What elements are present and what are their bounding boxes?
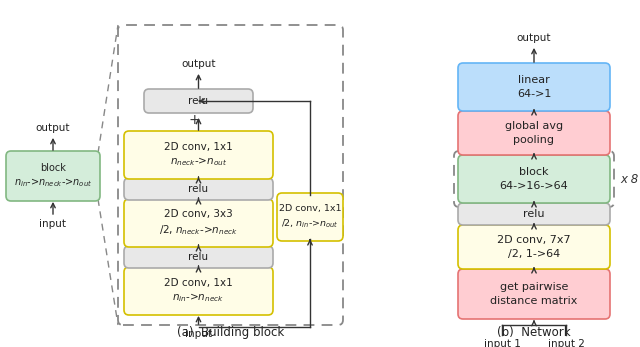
- Text: relu: relu: [188, 184, 209, 194]
- FancyBboxPatch shape: [124, 199, 273, 247]
- Text: output: output: [181, 59, 216, 69]
- Text: get pairwise
distance matrix: get pairwise distance matrix: [490, 282, 578, 306]
- Text: input 2: input 2: [548, 339, 584, 347]
- Text: 2D conv, 1x1
$n_{neck}$->$n_{out}$: 2D conv, 1x1 $n_{neck}$->$n_{out}$: [164, 142, 233, 168]
- FancyBboxPatch shape: [458, 111, 610, 155]
- Text: (a)  Building block: (a) Building block: [177, 326, 284, 339]
- Text: linear
64->1: linear 64->1: [517, 75, 551, 99]
- FancyBboxPatch shape: [458, 225, 610, 269]
- Text: input: input: [185, 329, 212, 339]
- Text: +: +: [189, 113, 200, 127]
- FancyBboxPatch shape: [124, 178, 273, 200]
- Text: relu: relu: [524, 209, 545, 219]
- FancyBboxPatch shape: [458, 269, 610, 319]
- Text: 2D conv, 1x1
/2, $n_{in}$->$n_{out}$: 2D conv, 1x1 /2, $n_{in}$->$n_{out}$: [279, 204, 341, 230]
- Text: input: input: [40, 219, 67, 229]
- Text: relu: relu: [188, 96, 209, 106]
- FancyBboxPatch shape: [124, 131, 273, 179]
- FancyBboxPatch shape: [6, 151, 100, 201]
- FancyBboxPatch shape: [458, 203, 610, 225]
- Text: (b)  Network: (b) Network: [497, 326, 571, 339]
- Text: block
64->16->64: block 64->16->64: [500, 167, 568, 191]
- Text: relu: relu: [188, 252, 209, 262]
- Text: global avg
pooling: global avg pooling: [505, 121, 563, 145]
- Text: 2D conv, 3x3
/2, $n_{neck}$->$n_{neck}$: 2D conv, 3x3 /2, $n_{neck}$->$n_{neck}$: [159, 209, 238, 237]
- FancyBboxPatch shape: [458, 155, 610, 203]
- Text: x 8: x 8: [620, 172, 638, 186]
- FancyBboxPatch shape: [458, 63, 610, 111]
- Text: output: output: [36, 123, 70, 133]
- FancyBboxPatch shape: [124, 246, 273, 268]
- FancyBboxPatch shape: [124, 267, 273, 315]
- FancyBboxPatch shape: [144, 89, 253, 113]
- Text: input 1: input 1: [484, 339, 520, 347]
- Text: block
$n_{in}$->$n_{neck}$->$n_{out}$: block $n_{in}$->$n_{neck}$->$n_{out}$: [14, 163, 92, 189]
- FancyBboxPatch shape: [277, 193, 343, 241]
- Text: output: output: [516, 33, 551, 43]
- Text: 2D conv, 7x7
/2, 1->64: 2D conv, 7x7 /2, 1->64: [497, 235, 571, 259]
- Text: 2D conv, 1x1
$n_{in}$->$n_{neck}$: 2D conv, 1x1 $n_{in}$->$n_{neck}$: [164, 278, 233, 304]
